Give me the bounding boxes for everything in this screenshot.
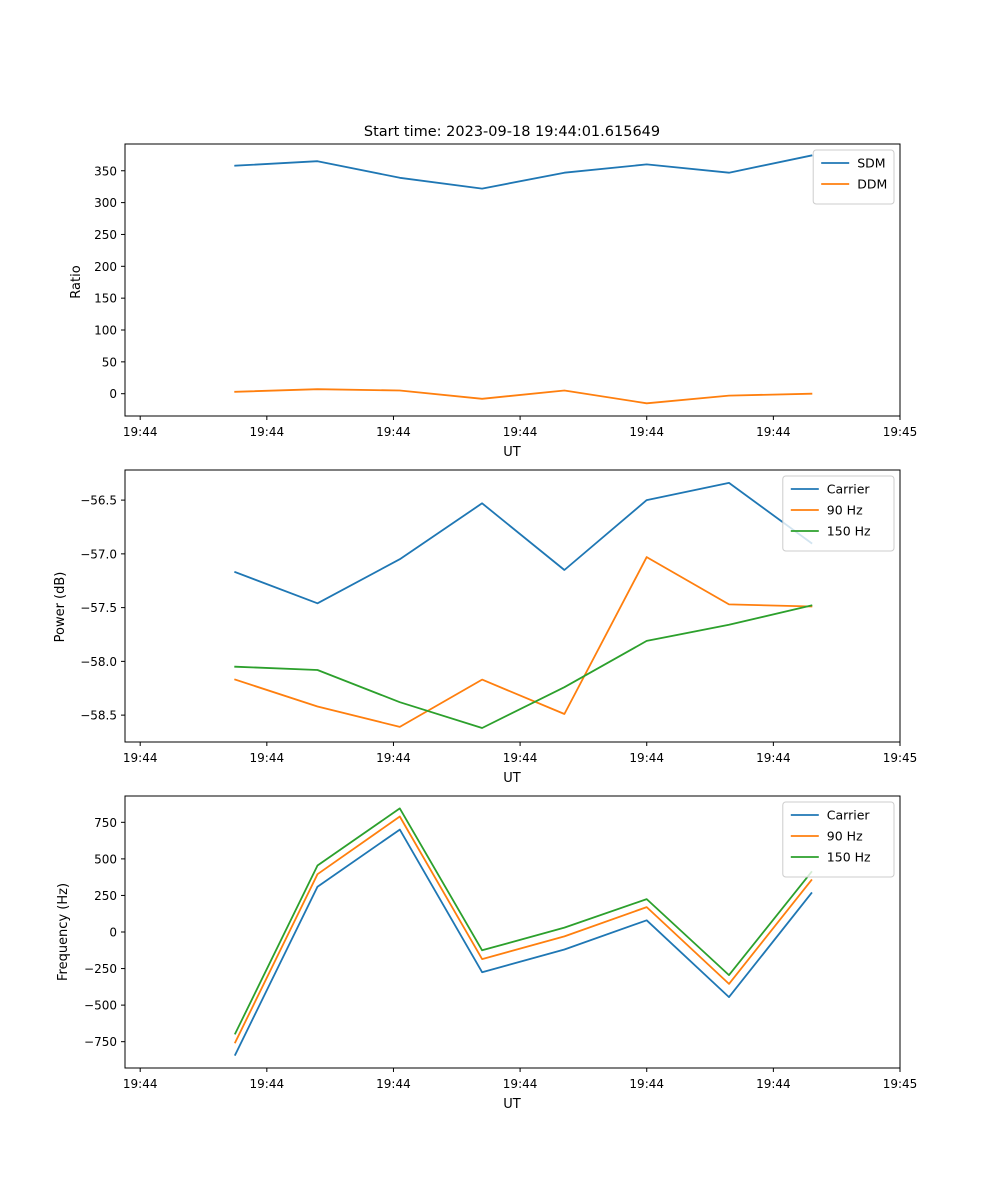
legend-label: SDM [857,156,885,171]
legend-frame [782,801,895,878]
y-tick-label: 100 [94,324,117,338]
power-chart: 19:44 19:44 19:44 19:44 19:44 19:44 19:45 −58.… [53,469,918,786]
y-axis-label: Power (dB) [53,572,68,643]
y-tick-label: 250 [94,228,117,242]
legend-label: 90 Hz [827,829,863,844]
y-tick-label: 200 [94,260,117,274]
series-line-carrier [234,481,813,605]
legend: Carrier 90 Hz 150 Hz [782,801,895,878]
x-axis-label: UT [503,1097,521,1112]
series-line-150-hz [233,807,813,1035]
x-tick-label: 19:44 [629,1077,664,1091]
legend-label: 90 Hz [827,503,863,518]
y-tick-label: −56.5 [80,494,117,508]
legend-label: DDM [857,177,887,192]
y-tick-label: −750 [84,1035,117,1049]
x-tick-label: 19:44 [376,425,411,439]
y-tick-label: 750 [94,816,117,830]
x-tick-label: 19:44 [250,425,285,439]
x-tick-label: 19:44 [756,751,791,765]
x-tick-label: 19:44 [503,425,538,439]
y-tick-label: 0 [109,387,117,401]
legend: Carrier 90 Hz 150 Hz [782,475,895,552]
x-tick-label: 19:44 [376,1077,411,1091]
y-tick-label: 500 [94,852,117,866]
x-tick-label: 19:44 [503,751,538,765]
x-tick-label: 19:45 [883,425,918,439]
y-tick-label: −500 [84,999,117,1013]
x-tick-label: 19:44 [123,425,158,439]
x-tick-label: 19:44 [629,425,664,439]
legend: SDM DDM [812,149,895,205]
x-tick-label: 19:44 [250,1077,285,1091]
y-tick-label: −58.0 [80,655,117,669]
y-tick-label: 300 [94,196,117,210]
y-tick-label: −250 [84,962,117,976]
y-tick-label: −57.0 [80,547,117,561]
x-tick-label: 19:44 [503,1077,538,1091]
x-tick-label: 19:44 [756,425,791,439]
y-tick-label: −58.5 [80,709,117,723]
y-tick-label: −57.5 [80,601,117,615]
figure-title: Start time: 2023-09-18 19:44:01.615649 [364,124,660,140]
series-line-ddm [234,388,813,405]
x-axis-label: UT [503,445,521,460]
x-tick-label: 19:44 [123,751,158,765]
y-tick-label: 0 [109,926,117,940]
y-axis-label: Ratio [69,265,84,298]
legend-label: 150 Hz [827,850,871,865]
series-line-carrier [233,828,813,1057]
x-tick-label: 19:44 [629,751,664,765]
series-line-90-hz [233,815,813,1044]
legend-label: Carrier [827,808,871,823]
x-tick-label: 19:44 [123,1077,158,1091]
ratio-chart: Start time: 2023-09-18 19:44:01.615649 1… [69,124,917,460]
y-axis-label: Frequency (Hz) [56,883,71,981]
series-line-90-hz [234,556,813,728]
series-line-sdm [234,154,813,190]
x-axis-label: UT [503,771,521,786]
legend-label: Carrier [827,482,871,497]
y-tick-label: 150 [94,292,117,306]
x-tick-label: 19:45 [883,751,918,765]
legend-label: 150 Hz [827,524,871,539]
series-line-150-hz [234,604,813,729]
x-tick-label: 19:45 [883,1077,918,1091]
axes-frame [124,143,901,417]
x-tick-label: 19:44 [250,751,285,765]
x-tick-label: 19:44 [376,751,411,765]
y-tick-label: 350 [94,164,117,178]
legend-frame [782,475,895,552]
axes-frame [124,469,901,743]
frequency-chart: 19:44 19:44 19:44 19:44 19:44 19:44 19:45 −750… [56,795,918,1112]
x-tick-label: 19:44 [756,1077,791,1091]
y-tick-label: 250 [94,889,117,903]
y-tick-label: 50 [102,355,117,369]
